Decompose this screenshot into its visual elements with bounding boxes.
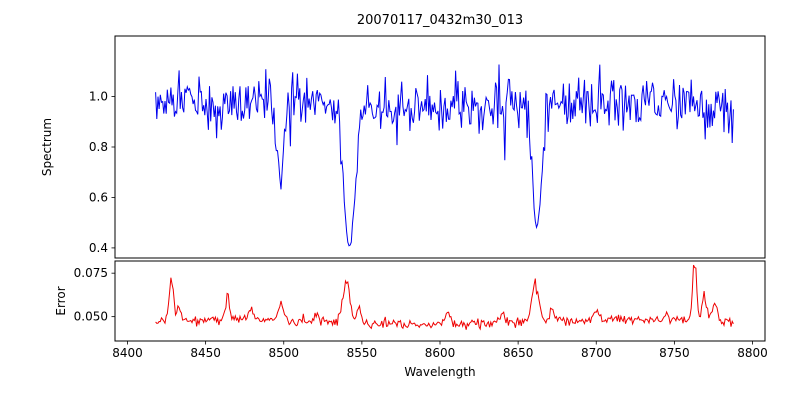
x-tick-label: 8650 [503,346,534,360]
wavelength-x-axis-label: Wavelength [404,365,476,379]
x-tick-label: 8750 [659,346,690,360]
error-y-tick-label: 0.050 [74,310,108,324]
spectrum-y-tick-label: 0.8 [89,140,108,154]
error-line [155,264,734,331]
spectrum-y-tick-label: 1.0 [89,90,108,104]
x-tick-label: 8700 [581,346,612,360]
spectrum-y-tick-label: 0.6 [89,190,108,204]
x-tick-label: 8400 [112,346,143,360]
plot-title: 20070117_0432m30_013 [356,13,524,28]
x-tick-label: 8450 [190,346,221,360]
error-plot-frame [114,260,766,342]
error-y-tick-label: 0.075 [74,266,108,280]
x-tick-label: 8800 [737,346,768,360]
x-tick-label: 8600 [425,346,456,360]
spectrum-y-tick-label: 0.4 [89,241,108,255]
x-tick-label: 8500 [268,346,299,360]
spectrum-plot-frame [114,35,766,259]
spectrum-line [155,64,734,247]
x-tick-label: 8550 [347,346,378,360]
